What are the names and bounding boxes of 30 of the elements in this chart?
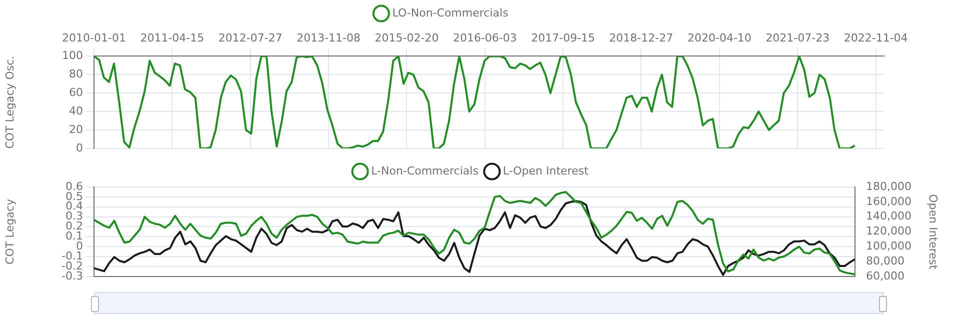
- legend-label: L-Non-Commercials: [371, 164, 479, 178]
- y2-tick-label: 180,000: [866, 180, 912, 193]
- x-tick-label: 2022-11-04: [844, 31, 908, 44]
- x-tick-label: 2013-11-08: [296, 31, 361, 44]
- y2-tick-label: 80,000: [866, 254, 904, 268]
- y-tick-label: 60: [69, 86, 83, 99]
- x-tick-label: 2016-06-03: [452, 31, 517, 44]
- x-tick-label: 2011-04-15: [140, 31, 204, 44]
- y-tick-label: 40: [69, 104, 83, 118]
- x-tick-label: 2015-02-20: [374, 31, 439, 44]
- y-axis-title: COT Legacy Osc.: [3, 56, 16, 149]
- x-tick-label: 2018-12-27: [609, 31, 674, 44]
- y2-tick-label: 60,000: [866, 269, 904, 282]
- x-tick-label: 2021-07-23: [766, 31, 830, 44]
- legend-label: L-Open Interest: [502, 164, 590, 178]
- legend-label: LO-Non-Commercials: [392, 6, 509, 20]
- x-tick-label: 2020-04-10: [687, 31, 752, 44]
- y-tick-label: 100: [62, 49, 83, 62]
- y2-tick-label: 140,000: [866, 210, 912, 223]
- x-tick-label: 2010-01-01: [62, 31, 126, 44]
- y2-tick-label: 100,000: [866, 239, 912, 252]
- y-axis-title: COT Legacy: [3, 198, 16, 264]
- y2-axis-title: Open Interest: [926, 194, 940, 270]
- x-tick-label: 2017-09-15: [531, 31, 596, 44]
- y-tick-label: 20: [69, 122, 83, 136]
- y-tick-label: 0: [76, 141, 83, 154]
- y-tick-label: 80: [69, 68, 83, 80]
- y2-tick-label: 120,000: [866, 224, 912, 238]
- x-tick-label: 2012-07-27: [218, 31, 282, 44]
- y2-tick-label: 160,000: [866, 194, 912, 208]
